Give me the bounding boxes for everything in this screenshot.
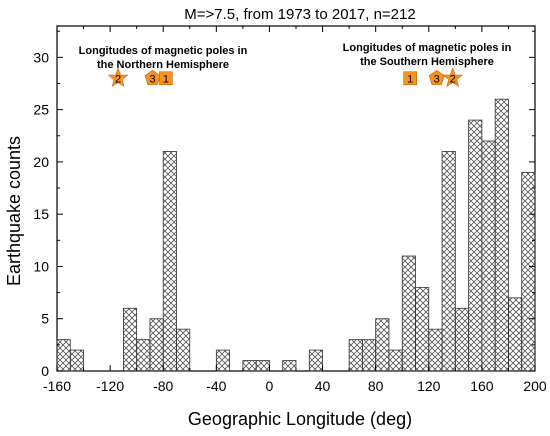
histogram-bar <box>361 339 377 372</box>
south-annotation-line2: the Southern Hemisphere <box>360 56 494 68</box>
histogram-bar <box>375 318 390 372</box>
north-annotation-line2: the Northern Hemisphere <box>97 59 229 71</box>
histogram-bar <box>176 328 191 372</box>
star-icon <box>107 67 129 88</box>
marker-label: 2 <box>450 73 456 85</box>
marker-label: 3 <box>150 73 156 85</box>
y-tick-label: 10 <box>33 258 49 274</box>
histogram-bar <box>69 349 84 372</box>
y-tick-label: 20 <box>33 154 49 170</box>
y-axis-label: Earthquake counts <box>4 136 24 286</box>
histogram-bar <box>215 349 231 372</box>
y-tick-label: 30 <box>33 49 49 65</box>
y-tick-label: 5 <box>41 311 49 327</box>
histogram-bar <box>149 318 164 372</box>
histogram-bar <box>508 297 523 372</box>
histogram-bar <box>122 307 138 372</box>
histogram-bar <box>388 349 403 372</box>
y-tick-label: 25 <box>33 102 49 118</box>
x-axis-label: Geographic Longitude (deg) <box>188 409 412 429</box>
histogram-bar <box>136 339 151 372</box>
x-tick-label: -160 <box>43 378 71 394</box>
x-tick-label: 40 <box>315 378 331 394</box>
histogram-bar <box>454 307 470 372</box>
histogram-bar <box>428 328 443 372</box>
chart-title: M=>7.5, from 1973 to 2017, n=212 <box>184 6 415 23</box>
histogram-bar <box>441 151 456 372</box>
histogram-bar <box>348 339 363 372</box>
marker-label: 2 <box>115 73 121 85</box>
x-tick-label: 160 <box>470 378 494 394</box>
pentagon-icon <box>144 69 161 86</box>
histogram-bar <box>415 286 430 372</box>
x-tick-label: 80 <box>368 378 384 394</box>
x-tick-label: 0 <box>266 378 274 394</box>
y-tick-label: 0 <box>41 363 49 379</box>
square-icon <box>159 71 173 86</box>
marker-label: 1 <box>407 73 413 85</box>
histogram-bar <box>242 360 257 372</box>
x-tick-label: -40 <box>206 378 226 394</box>
histogram-bar <box>468 119 483 372</box>
histogram-bar <box>56 339 71 372</box>
histogram-bar <box>521 171 536 372</box>
square-icon <box>403 71 417 86</box>
histogram-bar <box>308 349 323 372</box>
x-tick-label: -80 <box>153 378 173 394</box>
histogram-bar <box>401 255 416 372</box>
histogram-bar <box>255 360 270 372</box>
pentagon-icon <box>428 69 445 86</box>
south-annotation-line1: Longitudes of magnetic poles in <box>343 42 512 54</box>
histogram-bar <box>162 151 177 372</box>
marker-label: 3 <box>434 73 440 85</box>
histogram-bar <box>481 140 496 372</box>
histogram-bar <box>494 98 509 372</box>
y-tick-label: 15 <box>33 206 49 222</box>
x-tick-label: 120 <box>417 378 441 394</box>
marker-label: 1 <box>163 73 169 85</box>
histogram-bar <box>282 360 297 372</box>
x-tick-label: -120 <box>96 378 124 394</box>
x-tick-label: 200 <box>523 378 547 394</box>
north-annotation-line1: Longitudes of magnetic poles in <box>79 45 248 57</box>
star-icon <box>442 67 464 88</box>
